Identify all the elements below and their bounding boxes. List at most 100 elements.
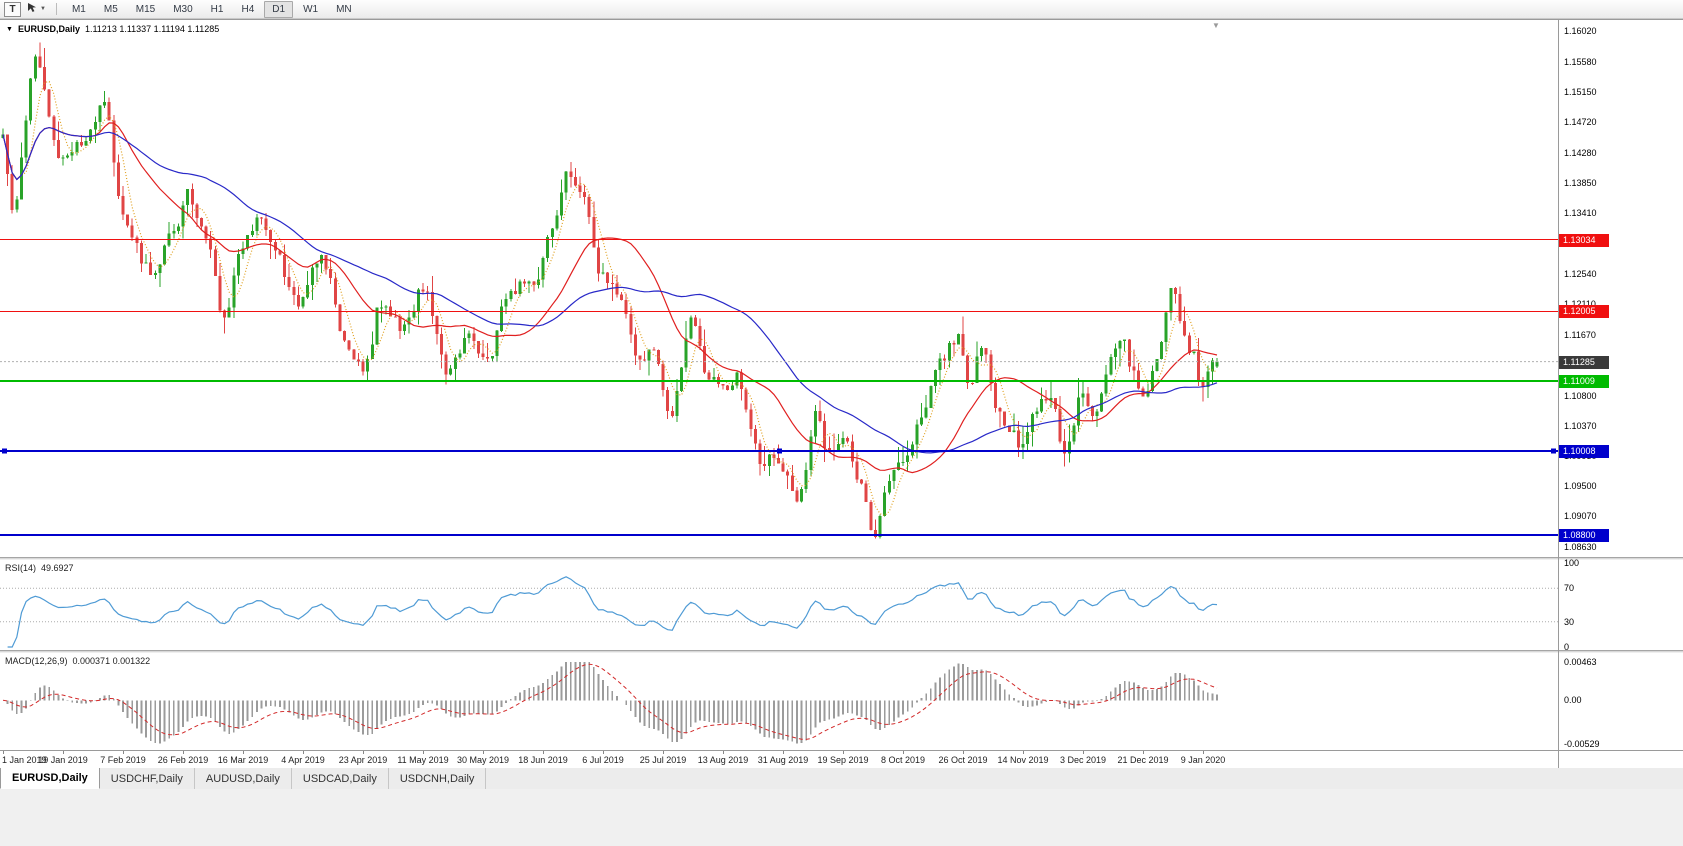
timeframe-button-m30[interactable]: M30	[173, 3, 193, 15]
timeframe-button-m15[interactable]: M15	[135, 3, 156, 15]
ma-45-line	[2, 126, 1218, 454]
timeframe-button-m5[interactable]: M5	[103, 3, 118, 15]
time-axis-tick	[483, 751, 484, 754]
pointer-tool-icon	[27, 0, 38, 18]
macd-axis-label: -0.00529	[1564, 739, 1600, 749]
price-axis-label: 1.16020	[1564, 26, 1597, 36]
price-axis-label: 1.14280	[1564, 148, 1597, 158]
time-axis-tick	[543, 751, 544, 754]
time-axis-label: 1 Jan 2019	[2, 755, 47, 765]
time-axis-tick	[243, 751, 244, 754]
price-axis-label: 1.14720	[1564, 117, 1597, 127]
time-axis-tick	[183, 751, 184, 754]
chart-window: ▼ EURUSD,Daily 1.11213 1.11337 1.11194 1…	[0, 19, 1683, 768]
horizontal-lines-layer[interactable]	[0, 239, 1558, 537]
time-axis-tick	[1143, 751, 1144, 754]
time-axis[interactable]: 1 Jan 2019 19 Jan 2019 7 Feb 2019 26 Feb 20…	[0, 750, 1683, 768]
time-axis-tick	[63, 751, 64, 754]
timeframe-button-d1[interactable]: D1	[264, 0, 294, 18]
price-axis-label: 1.11670	[1564, 330, 1596, 340]
timeframe-button-h4[interactable]: H4	[241, 3, 255, 15]
price-level-badge: 1.12005	[1559, 305, 1609, 318]
time-axis-label: 11 May 2019	[397, 755, 449, 765]
time-axis-tick	[3, 751, 4, 754]
rsi-axis-label: 70	[1564, 583, 1575, 593]
macd-axis-label: 0.00	[1564, 695, 1582, 705]
rsi-name: RSI(14)	[5, 563, 37, 573]
time-axis-tick	[843, 751, 844, 754]
timeframe-button-m1[interactable]: M1	[71, 3, 86, 15]
price-axis-label: 1.09070	[1564, 511, 1597, 521]
chart-tab-usdcnh[interactable]: USDCNH,Daily	[389, 768, 487, 789]
price-axis-separator	[1558, 20, 1559, 768]
time-axis-label: 23 Apr 2019	[338, 755, 388, 765]
price-level-badge: 1.13034	[1559, 234, 1609, 247]
time-axis-tick	[783, 751, 784, 754]
time-axis-label: 26 Feb 2019	[157, 755, 209, 765]
price-level-badge: 1.11009	[1559, 375, 1609, 388]
time-axis-tick	[663, 751, 664, 754]
time-axis-tick	[123, 751, 124, 754]
chart-shift-marker[interactable]: ▼	[1212, 21, 1220, 30]
window-background	[0, 789, 1683, 846]
price-axis-label: 1.08630	[1564, 542, 1597, 552]
chart-menu-icon[interactable]: ▼	[6, 25, 13, 33]
time-axis-tick	[303, 751, 304, 754]
time-axis-tick	[363, 751, 364, 754]
rsi-line	[7, 576, 1218, 648]
time-axis-tick	[723, 751, 724, 754]
chart-tab-eurusd[interactable]: EURUSD,Daily	[0, 768, 100, 789]
cursor-tool-button[interactable]: ▼	[24, 2, 49, 17]
chart-tabbar: EURUSD,Daily USDCHF,Daily AUDUSD,Daily USDC…	[0, 767, 1683, 789]
chart-symbol-period: EURUSD,Daily	[17, 24, 80, 34]
time-axis-label: 6 Jul 2019	[582, 755, 624, 765]
chart-tab-usdchf[interactable]: USDCHF,Daily	[100, 768, 195, 789]
macd-values: 0.000371 0.001322	[72, 656, 151, 666]
timeframe-button-mn[interactable]: MN	[336, 3, 352, 15]
time-axis-label: 14 Nov 2019	[997, 755, 1049, 765]
chart-tab-audusd[interactable]: AUDUSD,Daily	[195, 768, 292, 789]
time-axis-label: 9 Jan 2020	[1180, 755, 1226, 765]
pane-separator[interactable]	[0, 557, 1683, 560]
price-axis-label: 1.10370	[1564, 421, 1597, 431]
time-axis-label: 7 Feb 2019	[100, 755, 146, 765]
chart-tab-usdcad[interactable]: USDCAD,Daily	[292, 768, 389, 789]
hline-handle[interactable]	[777, 448, 782, 454]
time-axis-label: 3 Dec 2019	[1059, 755, 1107, 765]
time-axis-label: 31 Aug 2019	[757, 755, 809, 765]
time-axis-label: 26 Oct 2019	[938, 755, 988, 765]
rsi-indicator-pane[interactable]	[0, 560, 1558, 650]
price-axis[interactable]: 1.16020 1.15580 1.15150 1.14720 1.14280 1.138…	[0, 20, 1683, 768]
price-axis-label: 1.13410	[1564, 208, 1597, 218]
text-tool-button[interactable]: T	[4, 1, 21, 17]
main-price-chart[interactable]	[0, 20, 1558, 557]
price-axis-label: 1.10800	[1564, 391, 1597, 401]
price-axis-label: 1.15580	[1564, 57, 1597, 67]
price-axis-label: 1.12540	[1564, 269, 1597, 279]
time-axis-label: 18 Jun 2019	[518, 755, 568, 765]
time-axis-label: 25 Jul 2019	[639, 755, 687, 765]
time-axis-tick	[1203, 751, 1204, 754]
pane-separator[interactable]	[0, 650, 1683, 653]
time-axis-tick	[963, 751, 964, 754]
macd-indicator-pane[interactable]	[0, 653, 1558, 750]
price-axis-label: 1.12110	[1564, 299, 1596, 309]
macd-histogram-layer	[6, 662, 1218, 744]
time-axis-label: 19 Jan 2019	[38, 755, 88, 765]
timeframe-button-w1[interactable]: W1	[303, 3, 319, 15]
price-axis-label: 1.13850	[1564, 178, 1597, 188]
price-axis-label: 1.09500	[1564, 481, 1597, 491]
rsi-axis-label: 30	[1564, 617, 1575, 627]
time-axis-tick	[1023, 751, 1024, 754]
price-level-badge: 1.08800	[1559, 529, 1609, 542]
chart-ohlc-values: 1.11213 1.11337 1.11194 1.11285	[84, 24, 220, 34]
moving-averages-layer	[2, 80, 1218, 517]
time-axis-tick	[903, 751, 904, 754]
time-axis-tick	[603, 751, 604, 754]
ma-20-line	[2, 122, 1218, 474]
macd-label: MACD(12,26,9) 0.000371 0.001322	[5, 656, 150, 666]
hline-handle[interactable]	[1551, 448, 1556, 454]
timeframe-button-h1[interactable]: H1	[210, 3, 224, 15]
hline-handle[interactable]	[2, 448, 7, 454]
